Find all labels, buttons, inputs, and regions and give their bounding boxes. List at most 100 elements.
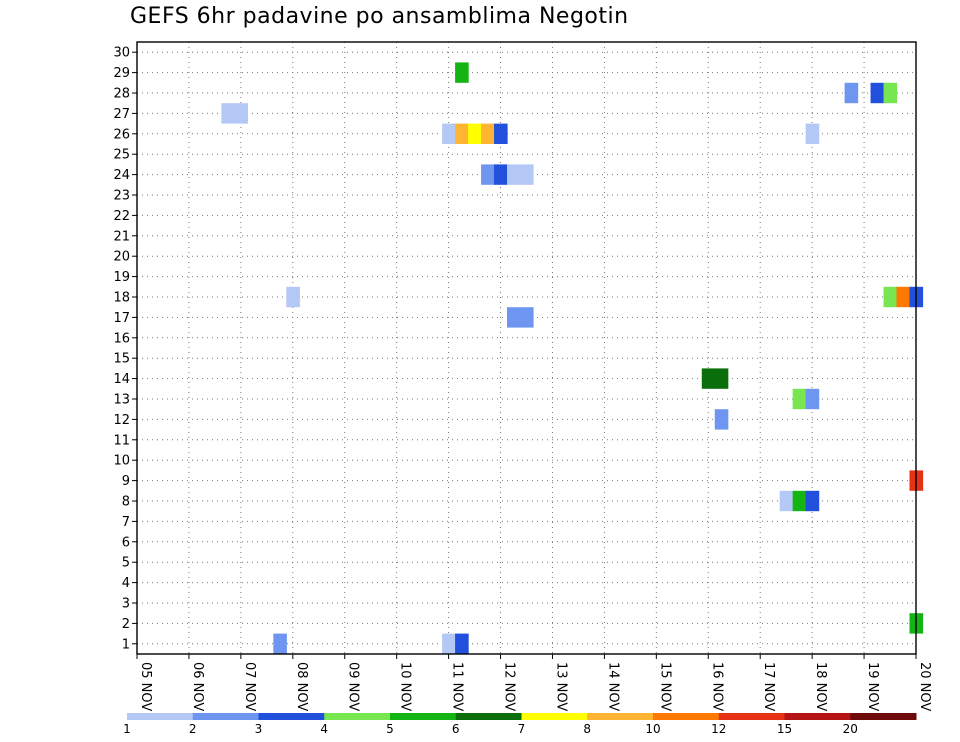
plot-border <box>136 41 917 655</box>
y-tick-label: 8 <box>122 495 130 510</box>
data-cell <box>494 123 508 144</box>
y-tick-label: 21 <box>113 229 130 244</box>
y-tick-label: 22 <box>113 209 130 224</box>
colorbar-label: 3 <box>255 722 263 736</box>
x-tick-label: 18 NOV <box>813 662 828 711</box>
colorbar-segment <box>521 713 588 720</box>
x-tick-label: 11 NOV <box>450 662 465 711</box>
data-cell <box>286 286 300 308</box>
colorbar-label: 15 <box>777 722 792 736</box>
data-cell <box>792 388 807 410</box>
colorbar-label: 1 <box>123 722 131 736</box>
y-tick-label: 1 <box>122 637 130 652</box>
data-cell <box>507 307 521 328</box>
data-cell <box>221 103 235 124</box>
data-cell <box>714 409 729 430</box>
colorbar-segment <box>258 713 325 720</box>
y-tick-label: 24 <box>113 168 130 183</box>
chart-title: GEFS 6hr padavine po ansamblima Negotin <box>130 4 629 29</box>
data-cell <box>507 164 521 185</box>
colorbar-label: 10 <box>645 722 660 736</box>
y-tick-label: 12 <box>113 413 130 428</box>
data-cell <box>883 286 898 308</box>
y-tick-label: 18 <box>113 291 130 306</box>
data-cell <box>481 123 495 144</box>
data-cell <box>520 164 534 185</box>
x-tick-label: 12 NOV <box>502 662 517 711</box>
y-tick-label: 5 <box>122 556 130 571</box>
x-tick-label: 14 NOV <box>605 662 620 711</box>
x-tick-label: 13 NOV <box>553 662 568 711</box>
data-cell <box>468 123 482 144</box>
colorbar-segment <box>127 713 194 720</box>
colorbar-segment <box>850 713 917 720</box>
y-tick-label: 6 <box>122 535 130 550</box>
colorbar-segment <box>653 713 720 720</box>
colorbar-segment <box>455 713 522 720</box>
data-cell <box>805 490 820 512</box>
data-cell <box>520 307 534 328</box>
y-tick-label: 27 <box>113 107 130 122</box>
data-cell <box>701 368 716 389</box>
data-cell <box>883 82 898 104</box>
y-tick-label: 13 <box>113 393 130 408</box>
y-tick-label: 14 <box>113 372 130 387</box>
x-tick-label: 20 NOV <box>917 662 932 711</box>
data-cell <box>779 490 794 512</box>
colorbar-label: 20 <box>843 722 858 736</box>
y-tick-label: 30 <box>113 46 130 61</box>
data-cell <box>870 82 885 104</box>
y-tick-label: 9 <box>122 474 130 489</box>
x-axis: 05 NOV 06 NOV 07 NOV 08 NOV 09 NOV 10 NOV 11 N… <box>136 654 932 711</box>
colorbar-label: 5 <box>386 722 394 736</box>
colorbar-segment <box>587 713 654 720</box>
y-tick-label: 20 <box>113 250 130 265</box>
x-tick-label: 07 NOV <box>242 662 257 711</box>
colorbar-label: 12 <box>711 722 726 736</box>
y-tick-label: 2 <box>122 617 130 632</box>
y-tick-label: 10 <box>113 454 130 469</box>
data-cell <box>805 388 820 410</box>
y-tick-label: 26 <box>113 127 130 142</box>
data-cell <box>273 633 287 654</box>
x-tick-label: 17 NOV <box>761 662 776 711</box>
y-tick-label: 11 <box>113 433 130 448</box>
y-tick-label: 15 <box>113 352 130 367</box>
data-cell <box>481 164 495 185</box>
colorbar-label: 6 <box>452 722 460 736</box>
y-axis: 1234567891011121314151617181920212223242… <box>113 46 137 652</box>
data-cell <box>455 633 469 654</box>
data-cell <box>494 164 508 185</box>
x-tick-label: 08 NOV <box>294 662 309 711</box>
x-tick-label: 05 NOV <box>138 662 153 711</box>
colorbar-segment <box>324 713 391 720</box>
colorbar-label: 8 <box>583 722 591 736</box>
data-cell <box>714 368 729 389</box>
colorbar-segment <box>718 713 785 720</box>
x-tick-label: 16 NOV <box>709 662 724 711</box>
grid-lines <box>136 42 917 654</box>
ensemble-cells <box>221 62 924 654</box>
y-tick-label: 7 <box>122 515 130 530</box>
y-tick-label: 23 <box>113 189 130 204</box>
x-tick-label: 10 NOV <box>398 662 413 711</box>
colorbar-segment <box>784 713 851 720</box>
y-tick-label: 29 <box>113 66 130 81</box>
colorbar-label: 2 <box>189 722 197 736</box>
colorbar: 1 2 3 4 5 6 7 8 10 12 15 20 <box>123 713 917 736</box>
y-tick-label: 25 <box>113 148 130 163</box>
y-tick-label: 16 <box>113 331 130 346</box>
data-cell <box>792 490 807 512</box>
data-cell <box>896 286 911 308</box>
x-tick-label: 19 NOV <box>865 662 880 711</box>
colorbar-segment <box>192 713 259 720</box>
data-cell <box>455 123 469 144</box>
data-cell <box>442 633 456 654</box>
y-tick-label: 17 <box>113 311 130 326</box>
y-tick-label: 28 <box>113 87 130 102</box>
x-tick-label: 06 NOV <box>190 662 205 711</box>
data-cell <box>442 123 456 144</box>
data-cell <box>234 103 248 124</box>
colorbar-segment <box>390 713 457 720</box>
